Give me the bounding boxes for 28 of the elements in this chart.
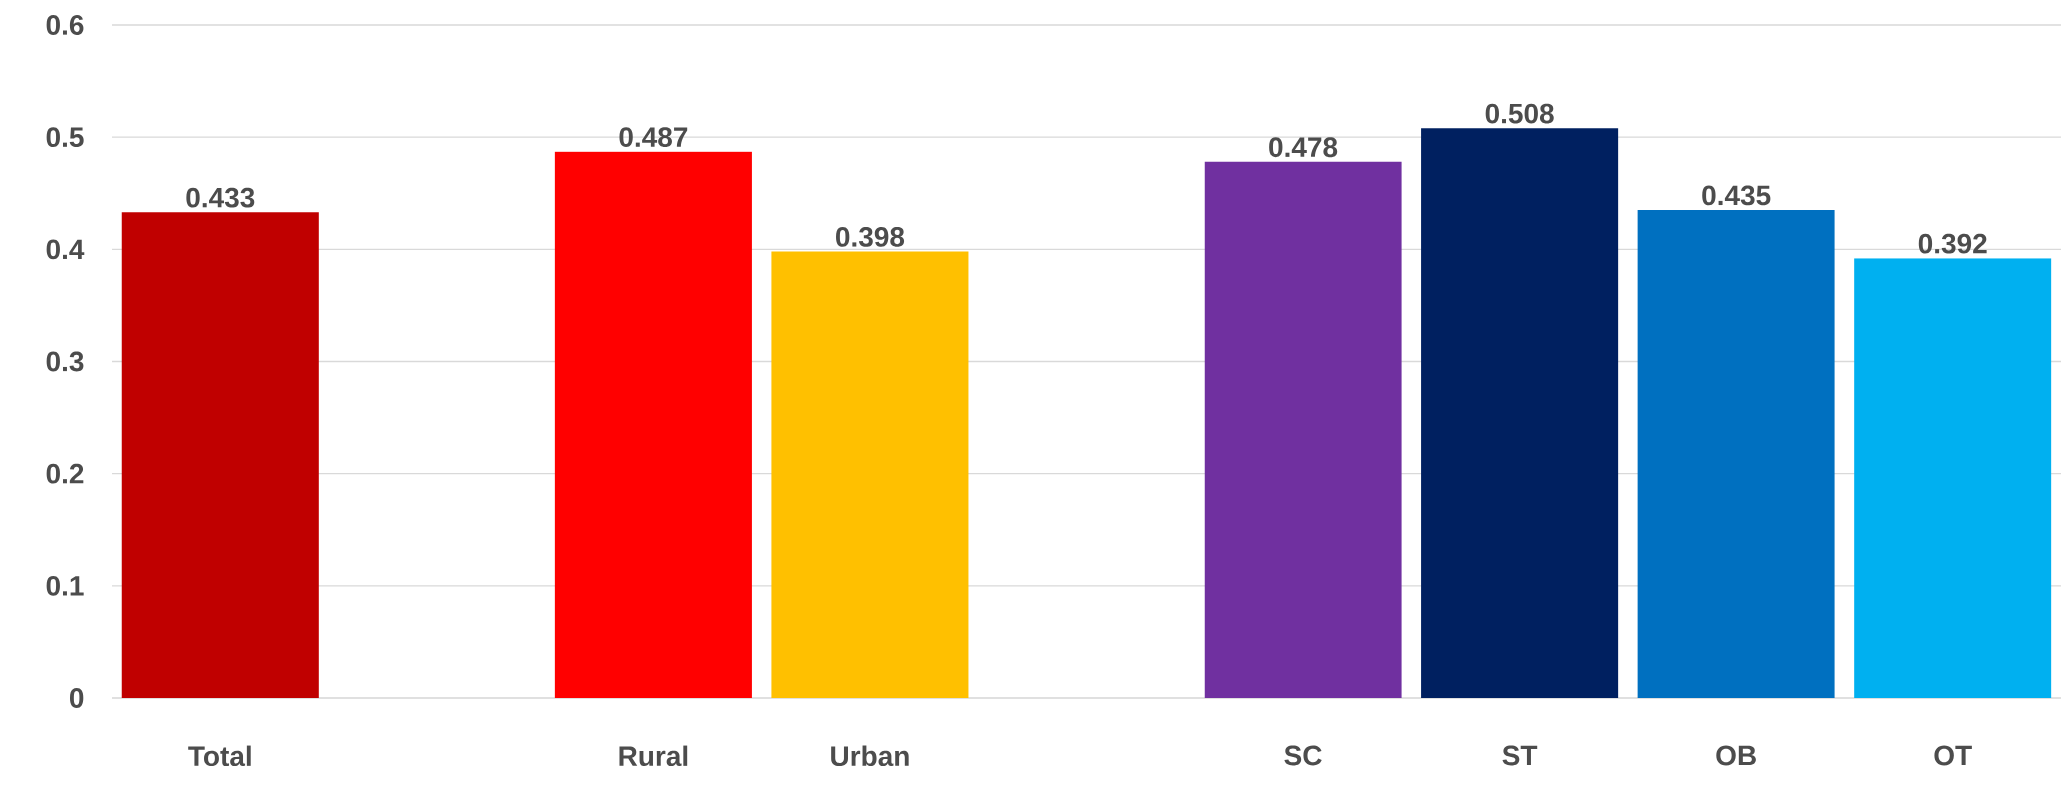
x-tick-label: OB: [1716, 745, 1756, 766]
x-tick-label: OT: [1934, 745, 1972, 766]
y-tick-label: 0.1: [46, 575, 84, 596]
x-tick-label: ST: [1502, 745, 1538, 766]
x-tick-label: Urban: [831, 745, 909, 767]
bar: [554, 151, 752, 698]
data-label: 0.435: [1702, 185, 1771, 206]
y-tick-label: 0.2: [46, 463, 84, 484]
y-tick-label: 0.3: [46, 351, 84, 372]
data-label: 0.392: [1918, 233, 1987, 254]
y-tick-label: 0.4: [46, 239, 85, 260]
bar: [1854, 258, 2052, 698]
bar: [1637, 210, 1835, 698]
data-label: 0.508: [1485, 103, 1554, 124]
x-tick-label: Total: [188, 745, 251, 767]
y-tick-label: 0.6: [46, 15, 84, 35]
y-tick-label: 0: [69, 688, 84, 708]
x-tick-label: Rural: [619, 745, 688, 767]
bar: [1421, 128, 1619, 698]
bar: [1204, 161, 1402, 698]
data-label: 0.433: [186, 187, 255, 208]
bar: [121, 212, 319, 698]
data-label: 0.487: [619, 127, 688, 148]
y-tick-label: 0.5: [46, 127, 84, 148]
data-label: 0.398: [836, 227, 905, 247]
data-label: 0.478: [1269, 137, 1338, 158]
x-tick-label: SC: [1284, 745, 1322, 766]
bar: [771, 251, 969, 698]
